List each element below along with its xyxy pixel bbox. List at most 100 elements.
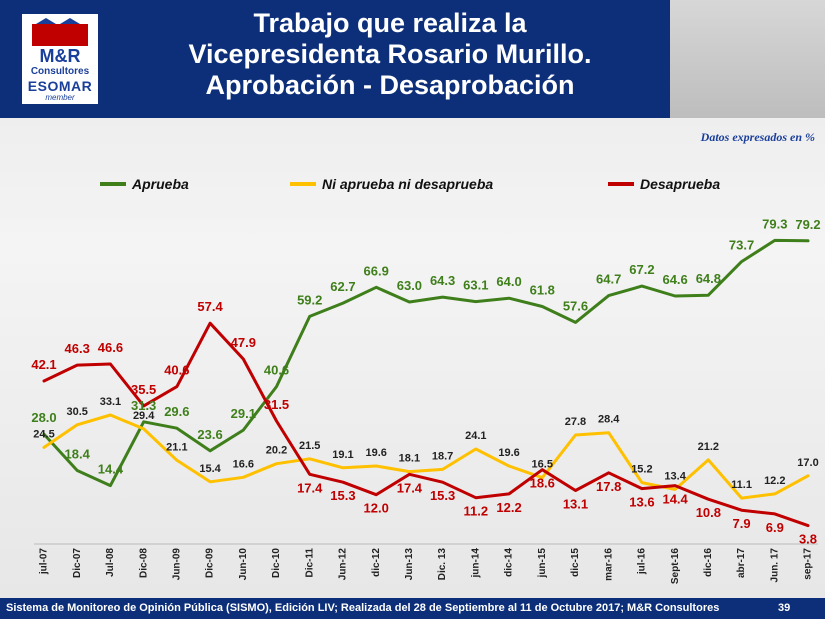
data-label-aprueba: 63.0 (397, 278, 422, 293)
x-tick-label: Jun-13 (404, 548, 415, 581)
data-label-aprueba: 79.3 (762, 216, 787, 231)
data-label-ni: 19.6 (498, 447, 519, 459)
x-tick-label: jun-15 (537, 548, 548, 579)
data-label-desaprueba: 18.6 (530, 476, 555, 491)
data-label-desaprueba: 10.8 (696, 505, 721, 520)
data-label-desaprueba: 46.3 (65, 341, 90, 356)
data-label-desaprueba: 6.9 (766, 520, 784, 535)
x-tick-label: dic-15 (570, 548, 581, 577)
data-label-ni: 19.6 (365, 447, 386, 459)
data-label-aprueba: 62.7 (330, 279, 355, 294)
data-label-aprueba: 64.6 (662, 272, 687, 287)
data-label-ni: 27.8 (565, 416, 586, 428)
x-tick-label: dic-16 (703, 548, 714, 577)
x-tick-label: Jun. 17 (769, 548, 780, 583)
legend-item-aprueba: Aprueba (100, 176, 189, 192)
data-label-desaprueba: 40.6 (164, 363, 189, 378)
data-label-desaprueba: 14.4 (662, 492, 688, 507)
data-label-ni: 21.2 (698, 441, 719, 453)
data-label-ni: 16.5 (532, 459, 553, 471)
title-line-2: Vicepresidenta Rosario Murillo. (188, 39, 592, 69)
data-label-aprueba: 28.0 (31, 410, 56, 425)
x-tick-label: Dic-10 (271, 548, 282, 578)
x-tick-label: sep-17 (803, 548, 814, 580)
data-label-ni: 30.5 (67, 406, 88, 418)
data-label-desaprueba: 17.8 (596, 479, 621, 494)
data-label-aprueba: 57.6 (563, 298, 588, 313)
data-label-aprueba: 63.1 (463, 278, 488, 293)
logo-member: member (45, 93, 75, 102)
x-tick-label: Dic-07 (72, 548, 83, 578)
chart-legend: Aprueba Ni aprueba ni desaprueba Desapru… (0, 176, 825, 198)
data-label-ni: 20.2 (266, 445, 287, 457)
data-label-aprueba: 64.0 (496, 274, 521, 289)
x-tick-label: abr-17 (736, 548, 747, 578)
data-label-aprueba: 18.4 (65, 446, 91, 461)
data-label-aprueba: 29.1 (231, 406, 256, 421)
x-tick-label: Jun-12 (338, 548, 349, 581)
data-label-ni: 17.0 (797, 457, 818, 469)
data-label-ni: 16.6 (233, 458, 254, 470)
data-label-desaprueba: 15.3 (330, 488, 355, 503)
data-label-ni: 24.5 (33, 428, 54, 440)
legend-swatch-desaprueba (608, 182, 634, 186)
data-label-aprueba: 29.6 (164, 404, 189, 419)
data-label-ni: 21.1 (166, 441, 187, 453)
header-side-panel (670, 0, 825, 118)
footer-bar: Sistema de Monitoreo de Opinión Pública … (0, 598, 825, 619)
data-label-ni: 21.5 (299, 440, 320, 452)
logo-esomar: ESOMAR (27, 78, 93, 94)
data-label-aprueba: 59.2 (297, 292, 322, 307)
x-tick-label: Jun-10 (238, 548, 249, 581)
legend-label-desaprueba: Desaprueba (640, 176, 721, 192)
x-tick-label: dic-12 (371, 548, 382, 577)
data-label-aprueba: 23.6 (197, 427, 222, 442)
data-label-ni: 18.7 (432, 450, 453, 462)
header-banner (0, 0, 670, 118)
data-label-desaprueba: 42.1 (31, 357, 56, 372)
unit-note: Datos expresados en % (700, 130, 815, 144)
data-label-ni: 29.4 (133, 410, 155, 422)
title-line-1: Trabajo que realiza la (253, 8, 527, 38)
logo-mark-text: M&R (40, 46, 81, 66)
data-label-aprueba: 67.2 (629, 262, 654, 277)
data-label-ni: 15.4 (199, 463, 221, 475)
data-label-desaprueba: 12.0 (364, 501, 389, 516)
data-label-desaprueba: 13.1 (563, 497, 588, 512)
data-label-desaprueba: 7.9 (733, 516, 751, 531)
company-logo: M&R Consultores ESOMAR member (22, 14, 98, 104)
legend-item-desaprueba: Desaprueba (608, 176, 720, 192)
data-label-desaprueba: 31.5 (264, 397, 289, 412)
data-label-aprueba: 79.2 (795, 217, 820, 232)
data-label-ni: 18.1 (399, 453, 420, 465)
data-label-ni: 28.4 (598, 414, 620, 426)
page-title: Trabajo que realiza la Vicepresidenta Ro… (120, 8, 660, 101)
logo-mark-icon: M&R (32, 18, 88, 66)
legend-label-aprueba: Aprueba (132, 176, 189, 192)
legend-label-ni: Ni aprueba ni desaprueba (322, 176, 494, 192)
x-tick-label: Jun-09 (172, 548, 183, 581)
data-label-ni: 13.4 (664, 470, 686, 482)
legend-swatch-ni (290, 182, 316, 186)
x-tick-label: jul-07 (39, 548, 50, 576)
page-number: 39 (778, 602, 791, 614)
x-tick-label: jul-16 (637, 548, 648, 576)
x-tick-label: Dic-08 (138, 548, 149, 578)
data-label-desaprueba: 17.4 (297, 480, 323, 495)
series-line-ni (42, 413, 810, 500)
data-label-aprueba: 40.6 (264, 363, 289, 378)
x-tick-label: Sept-16 (670, 548, 681, 585)
data-label-desaprueba: 57.4 (197, 299, 223, 314)
x-tick-label: Dic-09 (205, 548, 216, 578)
legend-item-ni: Ni aprueba ni desaprueba (290, 176, 493, 192)
data-label-ni: 19.1 (332, 449, 353, 461)
title-line-3: Aprobación - Desaprobación (205, 70, 575, 100)
legend-swatch-aprueba (100, 182, 126, 186)
data-label-aprueba: 64.7 (596, 272, 621, 287)
series-line-desaprueba (42, 321, 810, 528)
data-label-aprueba: 14.4 (98, 462, 124, 477)
x-tick-label: mar-16 (603, 548, 614, 581)
data-label-aprueba: 61.8 (530, 283, 555, 298)
data-label-ni: 33.1 (100, 396, 121, 408)
data-label-desaprueba: 3.8 (799, 532, 817, 547)
